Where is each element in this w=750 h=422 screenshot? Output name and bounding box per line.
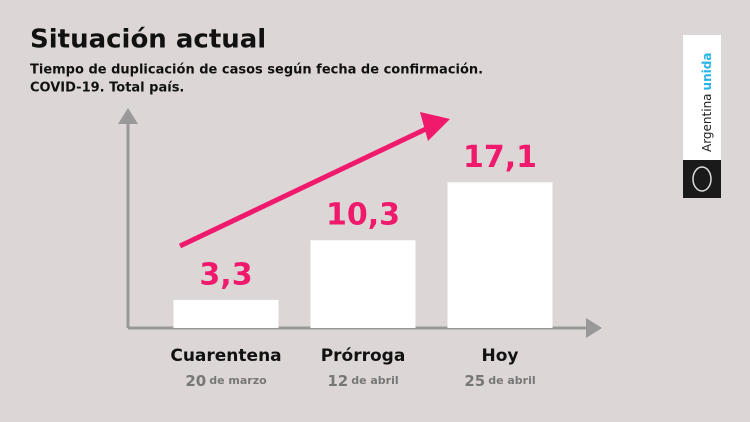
bar — [310, 240, 416, 328]
trend-arrowhead — [420, 112, 450, 141]
date-rest: de abril — [351, 374, 398, 387]
x-tick-label: Prórroga — [321, 346, 406, 366]
subtitle: COVID-19. Total país. — [30, 81, 184, 96]
date-label: 25 de abril — [464, 372, 535, 390]
trend-arrow — [178, 112, 450, 249]
date-rest: de marzo — [209, 374, 267, 387]
logo-word: unida — [700, 53, 714, 91]
date-day: 25 — [464, 372, 485, 390]
logo-word: Argentina — [700, 93, 714, 152]
logo-emblem-bg — [683, 160, 721, 198]
chart-title: Situación actual — [30, 25, 266, 55]
date-label: 20 de marzo — [185, 372, 267, 390]
x-tick-label: Hoy — [482, 346, 519, 366]
logo-text: Argentina unida — [700, 53, 714, 152]
x-tick-label: Cuarentena — [170, 346, 281, 366]
value-label: 10,3 — [326, 198, 400, 233]
bar — [447, 182, 553, 328]
logo-emblem — [692, 166, 712, 192]
date-label: 12 de abril — [327, 372, 398, 390]
bar — [173, 299, 279, 328]
subtitle: Tiempo de duplicación de casos según fec… — [30, 63, 483, 78]
date-rest: de abril — [488, 374, 535, 387]
value-label: 3,3 — [199, 257, 252, 292]
date-day: 20 — [185, 372, 206, 390]
x-axis-arrow — [586, 318, 602, 338]
value-label: 17,1 — [463, 140, 537, 175]
y-axis-arrow — [118, 108, 138, 124]
date-day: 12 — [327, 372, 348, 390]
logo: Argentina unida — [683, 35, 721, 198]
trend-line — [178, 125, 430, 249]
